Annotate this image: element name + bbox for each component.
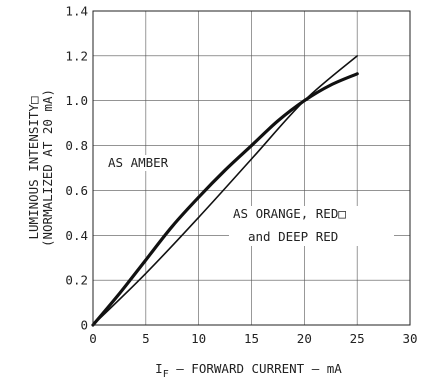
series-label-amber: AS AMBER xyxy=(108,155,169,170)
x-tick-label: 25 xyxy=(350,331,365,346)
orange-label-background xyxy=(229,206,394,246)
y-tick-label: 0 xyxy=(80,318,88,333)
series-label-orange-line1: AS ORANGE, RED□ xyxy=(233,206,346,221)
x-tick-label: 10 xyxy=(191,331,206,346)
series-line-amber xyxy=(91,72,359,327)
x-tick-label: 15 xyxy=(244,331,259,346)
x-axis-label-subscript: F xyxy=(163,369,169,380)
y-tick-label: 1.2 xyxy=(65,48,88,63)
y-axis-label-line1: LUMINOUS INTENSITY□ xyxy=(26,96,41,239)
y-tick-label: 1.4 xyxy=(65,4,88,19)
x-axis-label: IF – FORWARD CURRENT – mA xyxy=(155,361,342,380)
x-tick-label: 0 xyxy=(89,331,97,346)
x-tick-label: 20 xyxy=(297,331,312,346)
series-label-orange-line2: and DEEP RED xyxy=(248,229,338,244)
y-tick-label: 1.0 xyxy=(65,93,88,108)
y-tick-label: 0.4 xyxy=(65,228,88,243)
y-tick-label: 0.2 xyxy=(65,273,88,288)
plot-frame xyxy=(92,10,411,326)
series-curves xyxy=(91,55,359,327)
y-tick-label: 0.8 xyxy=(65,138,88,153)
x-tick-label: 30 xyxy=(402,331,417,346)
tick-labels: 0 5 10 15 20 25 30 0 0.2 0.4 0.6 0.8 1.0 1.2 1.4 xyxy=(65,4,417,347)
amber-label-background xyxy=(104,155,198,171)
y-axis-label-line2: (NORMALIZED AT 20 mA) xyxy=(40,89,55,247)
x-axis-label-symbol: I xyxy=(155,361,163,376)
x-axis-label-text: – FORWARD CURRENT – mA xyxy=(169,361,343,376)
y-tick-label: 0.6 xyxy=(65,183,88,198)
series-line-orange-red xyxy=(92,55,358,326)
x-tick-label: 5 xyxy=(142,331,150,346)
